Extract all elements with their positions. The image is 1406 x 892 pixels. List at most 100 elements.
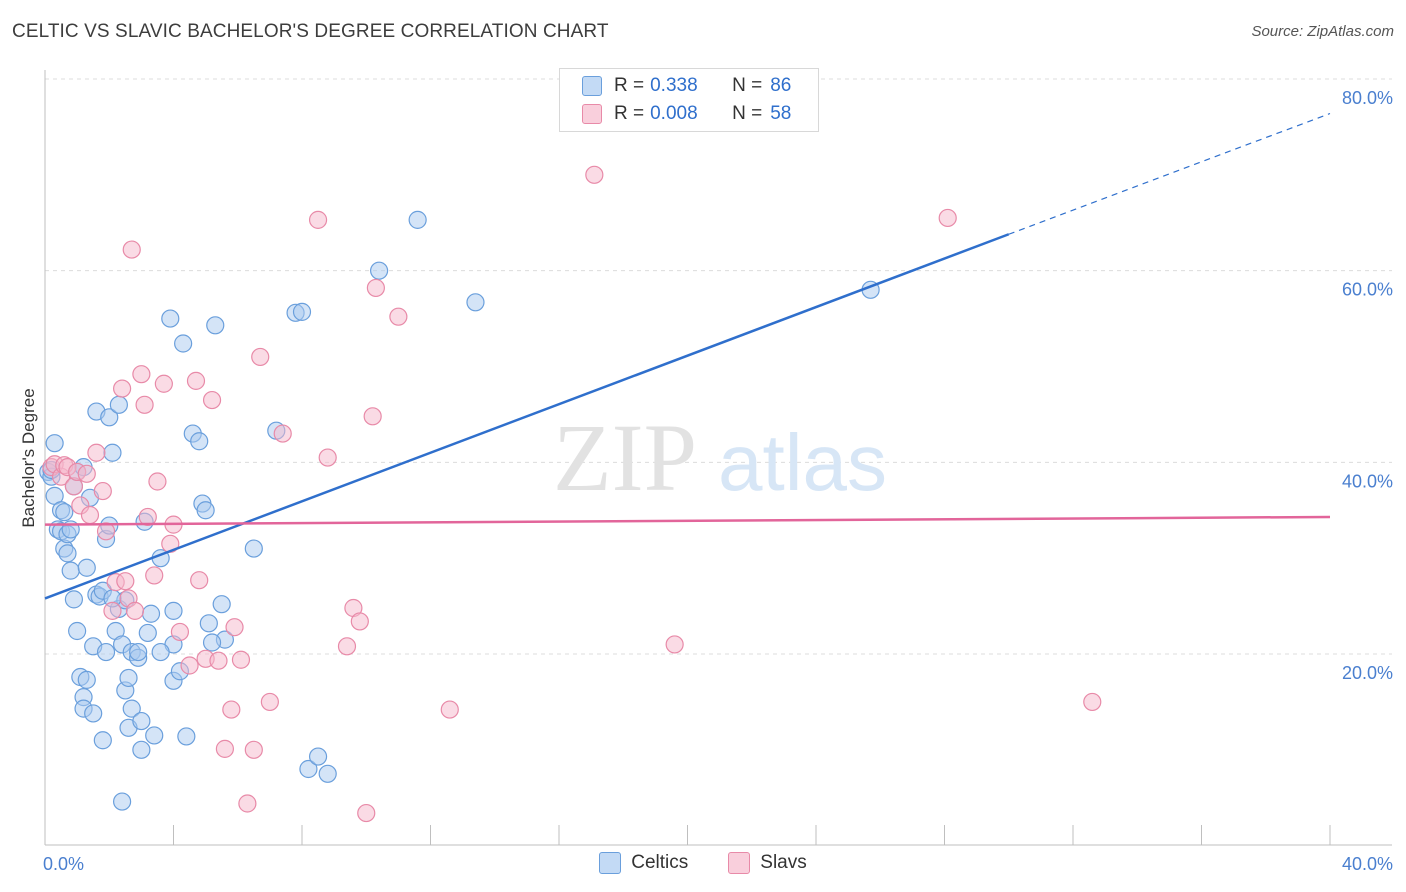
celtics-point — [177, 727, 196, 746]
celtics-point — [84, 704, 103, 723]
slavs-point — [138, 507, 157, 527]
slavs-point — [202, 390, 222, 410]
celtics-point — [119, 668, 138, 688]
series-legend: Celtics Slavs — [0, 852, 1406, 874]
slavs-swatch — [582, 104, 602, 124]
n-label: N = — [732, 103, 763, 124]
celtics-trend-extension — [1008, 112, 1331, 235]
slavs-point — [209, 651, 228, 670]
celtics-point — [244, 539, 263, 558]
celtics-point — [199, 614, 218, 633]
watermark-atlas: atlas — [718, 418, 887, 507]
celtics-point — [103, 443, 122, 462]
slavs-point — [389, 307, 408, 326]
slavs-point — [148, 472, 167, 491]
n-value: 86 — [770, 75, 792, 96]
source-label: Source: ZipAtlas.com — [1251, 23, 1394, 40]
slavs-point — [80, 505, 100, 525]
celtics-point — [64, 590, 84, 609]
y-tick-label: 60.0% — [1342, 280, 1393, 300]
celtics-point — [318, 764, 337, 783]
celtics-point — [196, 501, 215, 520]
legend-item-celtics[interactable]: Celtics — [599, 852, 688, 874]
slavs-point — [222, 700, 241, 719]
celtics-point — [55, 503, 74, 522]
slavs-point — [145, 566, 164, 585]
slavs-point — [238, 794, 257, 813]
celtics-point — [161, 309, 180, 328]
slavs-point — [938, 208, 957, 228]
x-tick-label: 40.0% — [1342, 854, 1393, 874]
slavs-point — [366, 278, 385, 298]
celtics-point — [299, 759, 318, 779]
slavs-point — [1083, 692, 1102, 712]
slavs-point — [103, 601, 122, 620]
slavs-point — [440, 700, 459, 719]
slavs-point — [260, 692, 279, 712]
slavs-point — [170, 622, 190, 642]
slavs-point — [135, 395, 154, 414]
r-label: R = — [614, 103, 645, 124]
watermark: ZIP atlas — [553, 404, 887, 511]
slavs-swatch — [728, 852, 751, 874]
legend-label-slavs: Slavs — [760, 852, 807, 873]
axes — [44, 70, 1392, 846]
celtics-points — [39, 210, 880, 811]
celtics-point — [370, 261, 389, 280]
slavs-point — [180, 656, 199, 675]
slavs-point — [125, 601, 145, 620]
celtics-point — [141, 604, 161, 623]
r-value: 0.338 — [650, 75, 698, 96]
axis-labels: 20.0% 40.0% 60.0% 80.0% 0.0% 40.0% Bachelor's … — [19, 88, 1393, 874]
x-tick-label: 0.0% — [43, 854, 84, 874]
slavs-point — [116, 572, 135, 591]
trend-lines — [44, 112, 1331, 600]
slavs-point — [132, 365, 151, 384]
celtics-point — [145, 726, 164, 745]
n-value: 58 — [770, 103, 792, 124]
slavs-points — [42, 165, 1102, 823]
celtics-point — [93, 731, 112, 750]
celtics-point — [112, 792, 132, 811]
slavs-point — [215, 739, 234, 758]
celtics-point — [129, 642, 148, 662]
slavs-point — [96, 522, 116, 541]
celtics-point — [109, 395, 128, 414]
celtics-swatch — [599, 852, 622, 874]
slavs-point — [190, 571, 209, 590]
slavs-point — [112, 379, 132, 398]
celtics-point — [212, 595, 231, 614]
slavs-point — [585, 165, 604, 184]
celtics-point — [61, 561, 80, 580]
y-tick-label: 80.0% — [1342, 88, 1393, 108]
chart-title: CELTIC VS SLAVIC BACHELOR'S DEGREE CORRE… — [12, 21, 609, 42]
slavs-point — [77, 464, 96, 483]
slavs-point — [244, 740, 263, 759]
y-tick-label: 20.0% — [1342, 663, 1393, 683]
slavs-point — [122, 240, 141, 259]
celtics-point — [68, 621, 87, 641]
celtics-point — [100, 408, 119, 427]
slavs-point — [93, 481, 112, 501]
celtics-point — [132, 740, 151, 759]
slavs-point — [363, 407, 382, 426]
legend-item-slavs[interactable]: Slavs — [728, 852, 807, 874]
celtics-swatch — [582, 76, 602, 96]
slavs-point — [350, 612, 369, 631]
slavs-trend-line — [44, 515, 1331, 526]
watermark-zip: ZIP — [553, 404, 697, 511]
slavs-point — [665, 635, 684, 654]
slavs-point — [154, 374, 173, 393]
slavs-point — [186, 371, 206, 390]
slavs-point — [225, 618, 244, 637]
celtics-point — [138, 623, 157, 643]
celtics-point — [174, 334, 193, 353]
y-tick-label: 40.0% — [1342, 471, 1393, 491]
r-label: R = — [614, 75, 645, 96]
slavs-point — [251, 347, 270, 367]
legend-row-celtics: R = 0.338 N = 86 — [582, 73, 791, 99]
slavs-point — [231, 650, 251, 669]
celtics-trend-line — [44, 233, 1010, 600]
celtics-point — [45, 434, 64, 453]
